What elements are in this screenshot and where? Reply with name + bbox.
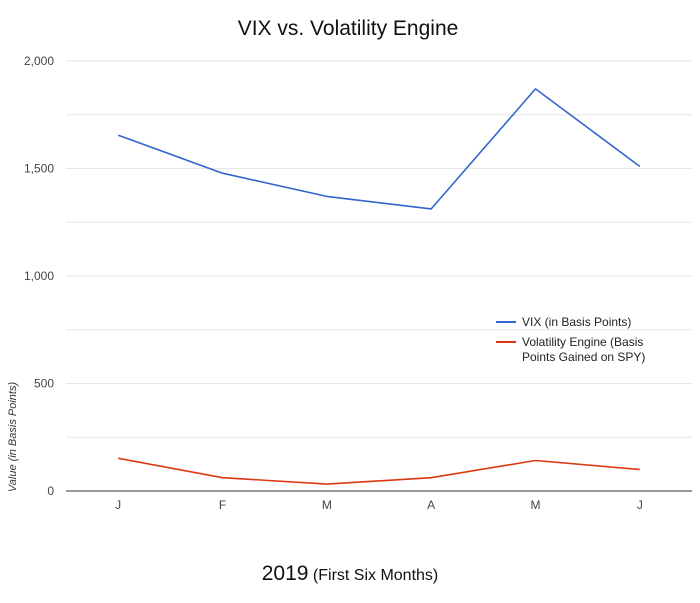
- x-tick-label: M: [322, 498, 332, 512]
- y-tick-label: 1,500: [24, 162, 54, 176]
- x-tick-label: J: [637, 498, 643, 512]
- y-tick-label: 0: [47, 484, 54, 498]
- legend-label: VIX (in Basis Points): [522, 315, 631, 329]
- series-lines: [117, 88, 641, 485]
- x-axis-label-main: 2019: [261, 562, 309, 585]
- x-axis-label: 2019 (First Six Months): [0, 562, 700, 586]
- grid-lines: [66, 60, 692, 492]
- y-tick-label: 1,000: [24, 269, 54, 283]
- y-axis-label: Value (in Basis Points): [7, 382, 19, 493]
- x-tick-label: J: [115, 498, 121, 512]
- x-tick-label: M: [531, 498, 541, 512]
- series-line-volatility-engine: [118, 457, 640, 485]
- legend-label: Volatility Engine (Basis: [522, 335, 643, 349]
- x-tick-label: A: [427, 498, 435, 512]
- legend: VIX (in Basis Points) Volatility Engine (…: [496, 315, 645, 364]
- chart-title: VIX vs. Volatility Engine: [238, 17, 459, 40]
- y-axis-tick-labels: 0 500 1,000 1,500 2,000: [24, 54, 54, 498]
- legend-label: Points Gained on SPY): [522, 350, 645, 364]
- x-tick-label: F: [219, 498, 226, 512]
- x-axis-label-sub: (First Six Months): [312, 567, 439, 584]
- y-tick-label: 2,000: [24, 54, 54, 68]
- y-tick-label: 500: [34, 377, 54, 391]
- series-line-vix: [117, 88, 641, 210]
